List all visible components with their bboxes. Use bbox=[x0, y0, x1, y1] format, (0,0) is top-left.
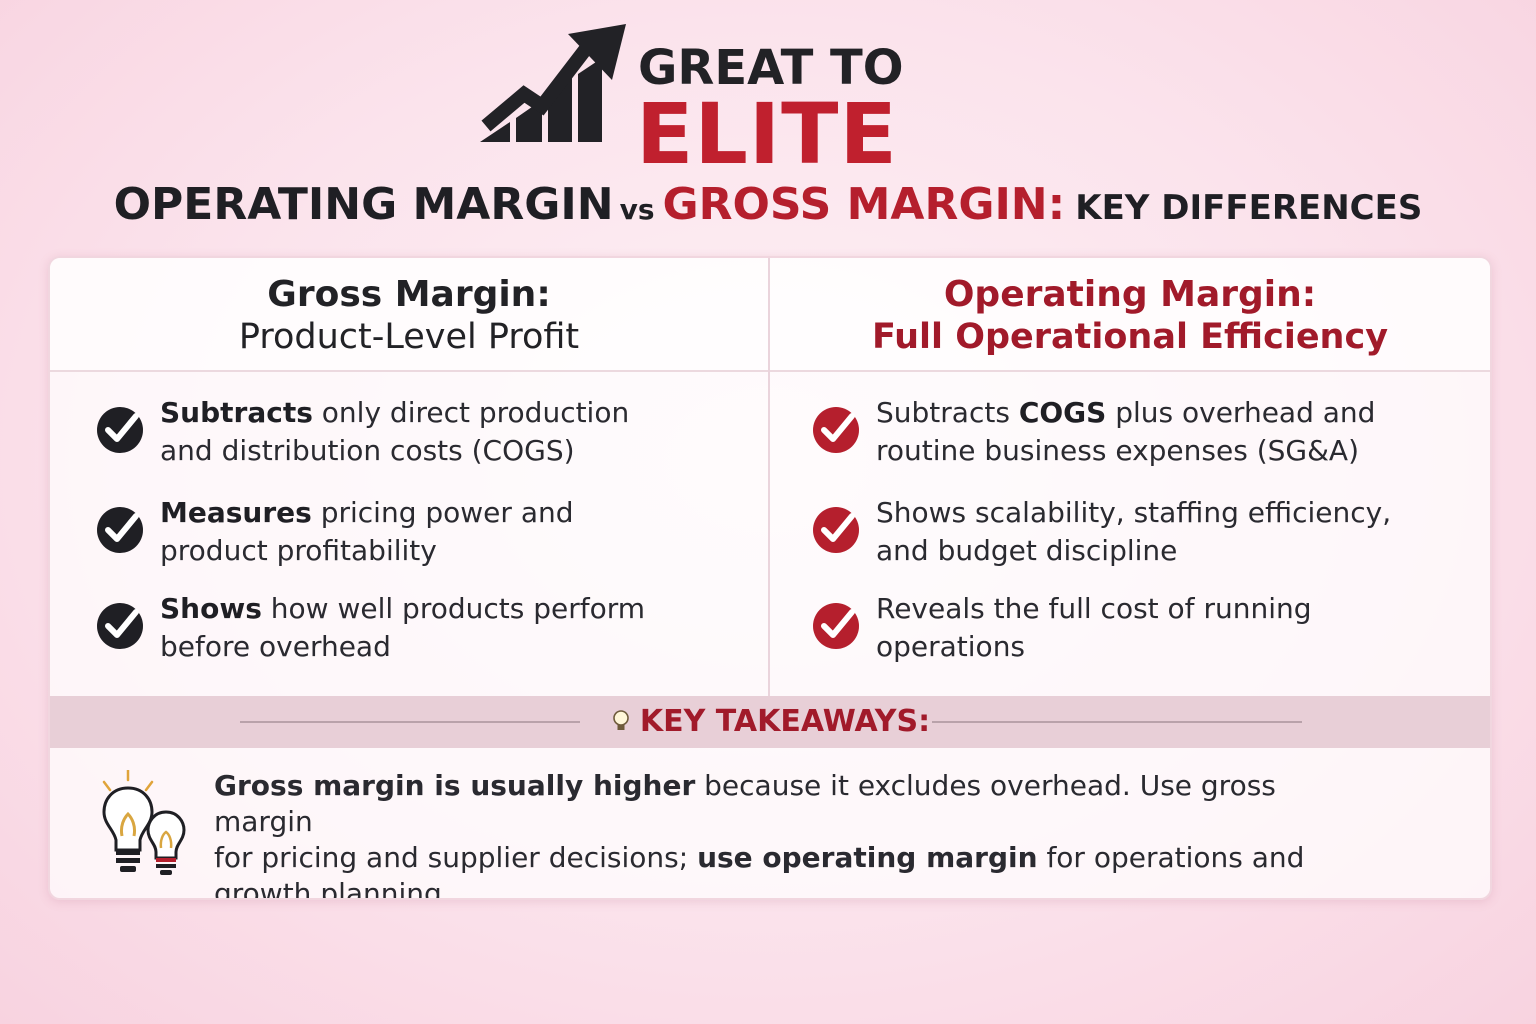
key-takeaways-label: KEY TAKEAWAYS: bbox=[50, 705, 1490, 739]
operating-item-text: Subtracts COGS plus overhead and routine … bbox=[876, 394, 1375, 470]
takeaway-bold-gross: Gross margin is usually higher bbox=[214, 769, 696, 802]
gross-item-bold: Subtracts bbox=[160, 396, 313, 429]
key-takeaways-text: KEY TAKEAWAYS: bbox=[639, 704, 931, 739]
gross-item-rest: pricing power and bbox=[311, 496, 574, 529]
gross-item-rest-line2: and distribution costs (COGS) bbox=[160, 434, 575, 467]
gross-margin-heading: Gross Margin: bbox=[267, 274, 551, 315]
takeaways-rule-left bbox=[240, 721, 580, 723]
operating-item-line2: and budget discipline bbox=[876, 534, 1178, 567]
takeaways-rule-right bbox=[932, 721, 1302, 723]
operating-item-bold: COGS bbox=[1018, 396, 1107, 429]
title-operating-margin: OPERATING MARGIN bbox=[113, 179, 614, 230]
gross-item-text: Shows how well products perform before ov… bbox=[160, 590, 645, 666]
operating-margin-header: Operating Margin: Full Operational Effic… bbox=[770, 258, 1490, 372]
operating-margin-heading: Operating Margin: bbox=[943, 274, 1317, 315]
title-key-differences: KEY DIFFERENCES bbox=[1075, 188, 1423, 228]
gross-item-text: Measures pricing power and product profit… bbox=[160, 494, 574, 570]
operating-item-line1: Shows scalability, staffing efficiency, bbox=[876, 496, 1392, 529]
title-gross-margin: GROSS MARGIN: bbox=[662, 179, 1066, 230]
takeaway-text-3: for operations and bbox=[1037, 841, 1305, 874]
operating-item-text: Shows scalability, staffing efficiency, a… bbox=[876, 494, 1391, 570]
gross-item-rest: only direct production bbox=[312, 396, 630, 429]
gross-item-rest-line2: product profitability bbox=[160, 534, 437, 567]
key-takeaways-body: Gross margin is usually higher because i… bbox=[214, 768, 1374, 900]
check-circle-icon bbox=[813, 603, 859, 649]
lightbulbs-icon bbox=[102, 770, 186, 875]
gross-item-bold: Shows bbox=[160, 592, 262, 625]
key-takeaways-band: KEY TAKEAWAYS: bbox=[50, 696, 1490, 748]
operating-item-rest-line2: routine business expenses (SG&A) bbox=[876, 434, 1359, 467]
page-title: OPERATING MARGIN vs GROSS MARGIN: KEY DIFFE… bbox=[0, 183, 1536, 227]
rising-bars-arrow-icon bbox=[480, 24, 626, 142]
operating-item-line2: operations bbox=[876, 630, 1026, 663]
logo: GREAT TO ELITE bbox=[480, 22, 920, 176]
gross-item-rest: how well products perform bbox=[261, 592, 646, 625]
operating-item-pre: Subtracts bbox=[876, 396, 1019, 429]
gross-item-text: Subtracts only direct production and dist… bbox=[160, 394, 629, 470]
check-circle-icon bbox=[813, 507, 859, 553]
gross-item-bold: Measures bbox=[160, 496, 312, 529]
column-divider bbox=[768, 258, 770, 698]
logo-text-top: GREAT TO bbox=[638, 40, 904, 96]
comparison-card: Gross Margin: Product-Level Profit Opera… bbox=[48, 256, 1492, 900]
takeaway-bold-operating: use operating margin bbox=[697, 841, 1038, 874]
check-circle-icon bbox=[97, 603, 143, 649]
lightbulb-icon bbox=[613, 710, 629, 730]
logo-text-bottom: ELITE bbox=[636, 85, 898, 183]
operating-item-rest: plus overhead and bbox=[1106, 396, 1376, 429]
takeaway-text-1: because it excludes overhead. Use gross … bbox=[214, 769, 1276, 838]
check-circle-icon bbox=[97, 507, 143, 553]
check-circle-icon bbox=[813, 407, 859, 453]
check-circle-icon bbox=[97, 407, 143, 453]
gross-margin-header: Gross Margin: Product-Level Profit bbox=[50, 258, 768, 372]
operating-item-text: Reveals the full cost of running operatio… bbox=[876, 590, 1312, 666]
operating-margin-subheading: Full Operational Efficiency bbox=[871, 317, 1389, 357]
takeaway-text-2: for pricing and supplier decisions; bbox=[214, 841, 698, 874]
gross-item-rest-line2: before overhead bbox=[160, 630, 391, 663]
title-vs: vs bbox=[619, 193, 655, 226]
gross-margin-subheading: Product-Level Profit bbox=[238, 317, 580, 357]
operating-item-line1: Reveals the full cost of running bbox=[876, 592, 1312, 625]
takeaway-text-4: growth planning. bbox=[214, 877, 451, 900]
